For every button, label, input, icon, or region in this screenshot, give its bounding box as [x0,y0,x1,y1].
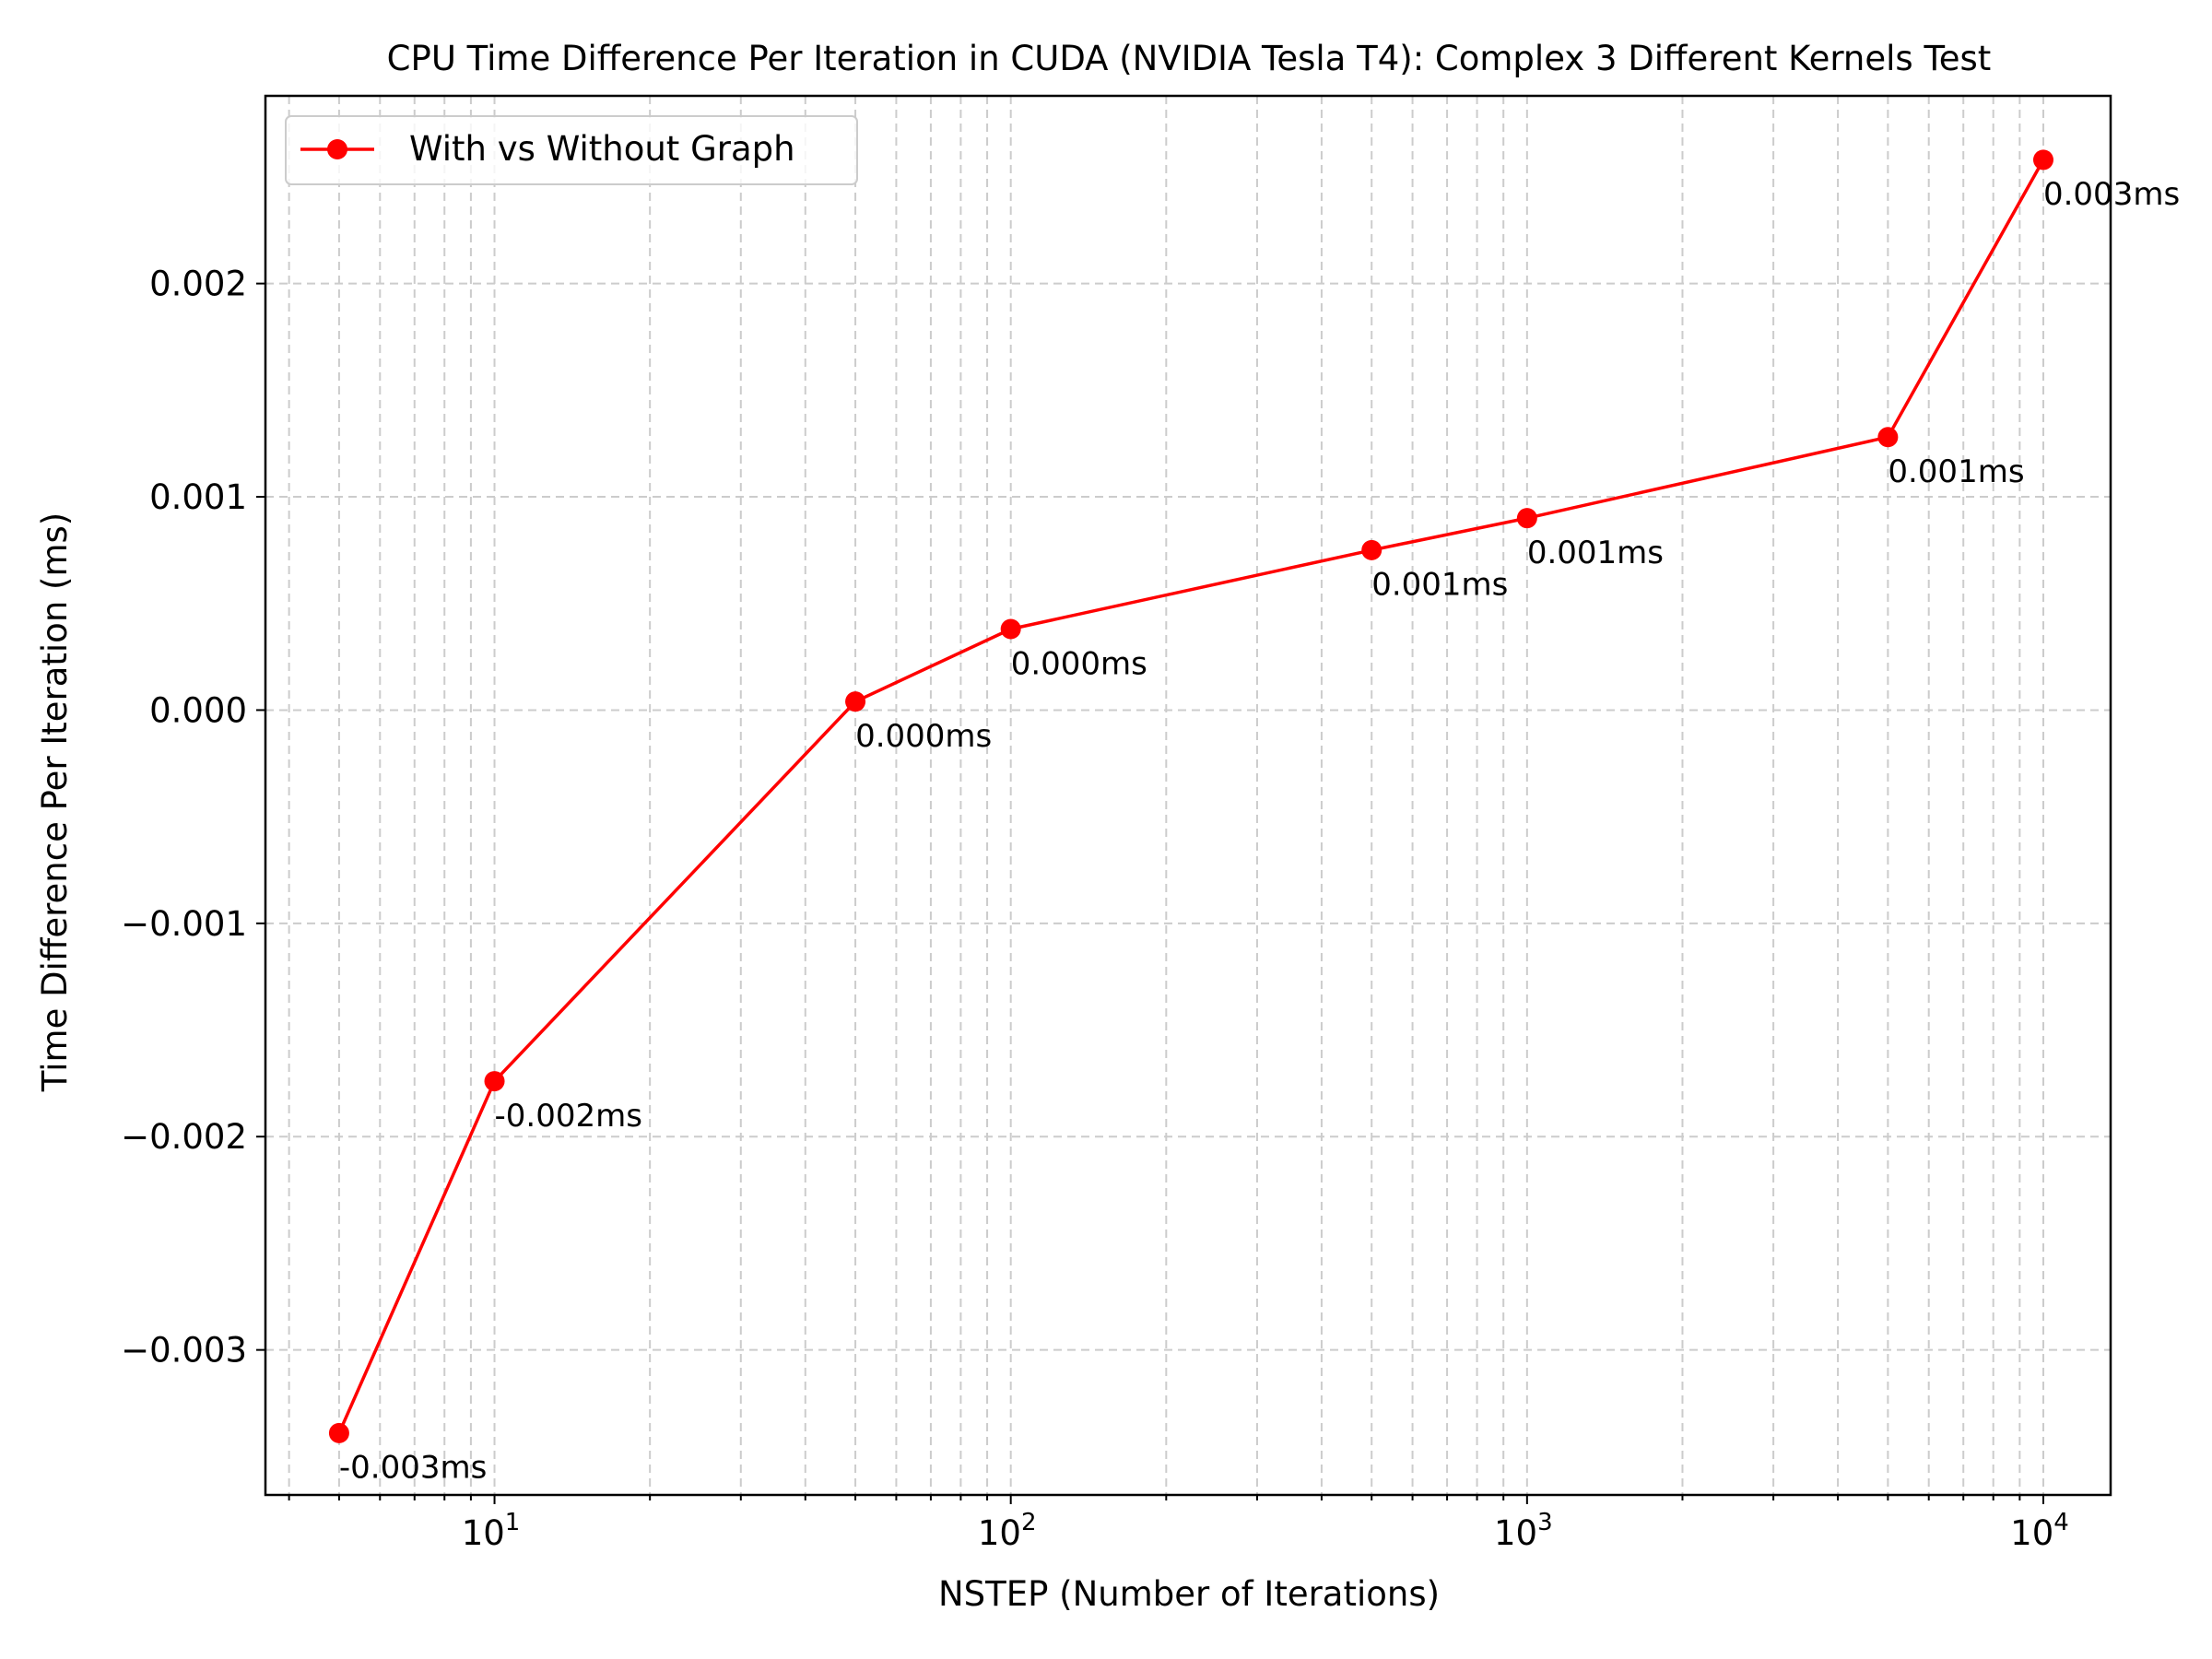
data-point-label: 0.000ms [1011,645,1147,682]
legend-box [285,115,858,185]
data-point-marker [1361,539,1382,560]
data-point-label: -0.003ms [339,1450,487,1487]
chart-title: CPU Time Difference Per Iteration in CUD… [387,39,1992,78]
data-point-marker [2032,149,2053,171]
series-layer [328,149,2053,1443]
data-point-marker [328,1422,349,1443]
data-point-label: 0.001ms [1371,567,1508,604]
y-tick-label: −0.001 [121,904,247,944]
y-tick-label: 0.002 [149,265,247,304]
x-tick-label: 104 [2010,1509,2069,1553]
data-point-label: 0.000ms [855,718,992,755]
data-point-marker [1877,427,1899,448]
x-axis-label: NSTEP (Number of Iterations) [938,1574,1440,1614]
axis-ticks: 101 102 103 104 0.002 0.001 0.000 −0.001 −0.002 −… [121,265,2069,1553]
grid [265,96,2111,1495]
legend: With vs Without Graph [285,115,858,185]
data-point-label: 0.001ms [1888,453,2024,490]
x-tick-label: 102 [978,1509,1037,1553]
data-point-label: -0.002ms [495,1098,642,1135]
x-tick-label: 101 [462,1509,521,1553]
data-point-marker [484,1071,505,1092]
y-axis-label: Time Difference Per Iteration (ms) [35,512,75,1092]
legend-entry-label: With vs Without Graph [409,129,795,169]
plot-frame [264,94,2112,1497]
data-point-label: 0.001ms [1527,535,1664,571]
y-tick-label: −0.003 [121,1331,247,1371]
data-point-marker [1000,618,1021,640]
series-line [337,159,2045,1434]
y-tick-label: 0.001 [149,477,247,517]
y-tick-label: 0.000 [149,690,247,730]
x-tick-label: 103 [1494,1509,1553,1553]
legend-marker-swatch [327,139,347,159]
data-point-marker [1516,508,1537,529]
point-labels: -0.003ms -0.002ms 0.000ms 0.000ms 0.001ms 0.0… [339,176,2180,1486]
data-point-label: 0.003ms [2043,176,2180,213]
y-tick-label: −0.002 [121,1117,247,1157]
data-point-marker [845,691,866,712]
